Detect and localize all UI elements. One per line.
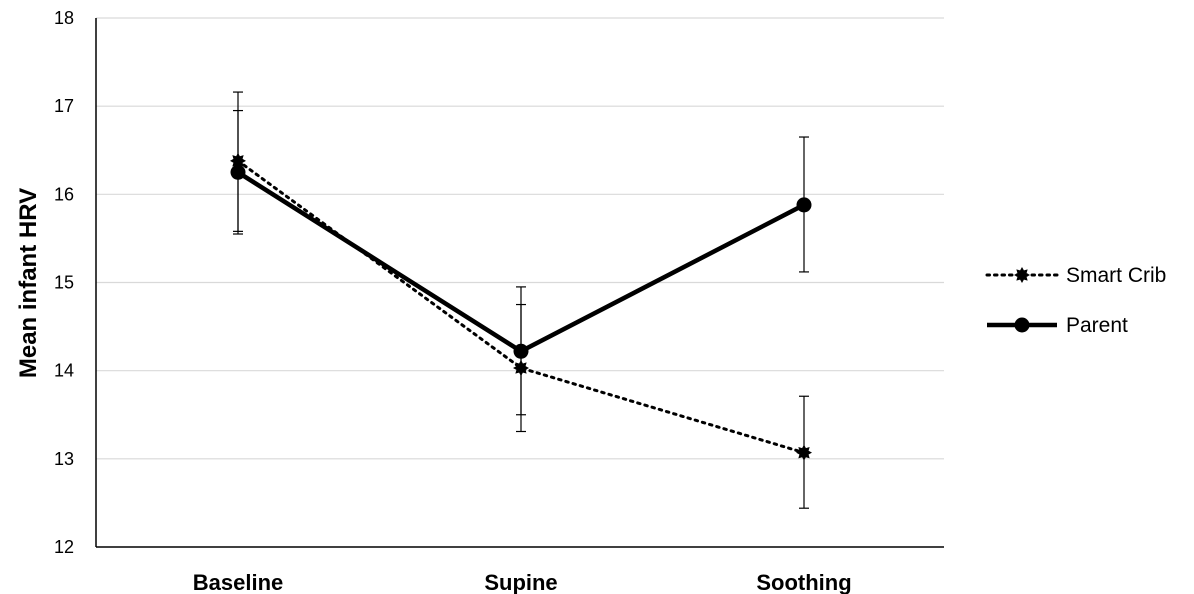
legend: Smart Crib Parent: [985, 264, 1166, 337]
y-tick-labels: 12 13 14 15 16 17 18: [54, 8, 74, 557]
x-tick-label: Soothing: [756, 570, 851, 594]
smart-crib-point: [796, 444, 812, 461]
smart-crib-line: [236, 159, 806, 455]
smart-crib-point: [513, 360, 529, 377]
series-points: [230, 152, 812, 461]
x-tick-label: Baseline: [193, 570, 284, 594]
legend-parent-marker: [1014, 317, 1030, 333]
y-tick-label: 13: [54, 449, 74, 469]
x-tick-labels: Baseline Supine Soothing: [193, 570, 852, 594]
smart-crib-point: [230, 152, 246, 169]
axes: [95, 18, 944, 548]
parent-point: [230, 164, 246, 180]
gridlines: [96, 17, 944, 460]
parent-point: [796, 197, 812, 213]
legend-parent-label: Parent: [1066, 314, 1128, 337]
y-tick-label: 17: [54, 96, 74, 116]
y-tick-label: 15: [54, 273, 74, 293]
parent-point: [513, 343, 529, 359]
y-tick-label: 14: [54, 361, 74, 381]
legend-smart-crib-label: Smart Crib: [1066, 264, 1166, 287]
y-tick-label: 16: [54, 184, 74, 204]
y-tick-label: 12: [54, 537, 74, 557]
y-tick-label: 18: [54, 8, 74, 28]
y-axis-title: Mean infant HRV: [15, 188, 42, 378]
error-bars: [233, 91, 809, 509]
x-tick-label: Supine: [484, 570, 557, 594]
legend-smart-crib-marker: [1014, 267, 1030, 283]
